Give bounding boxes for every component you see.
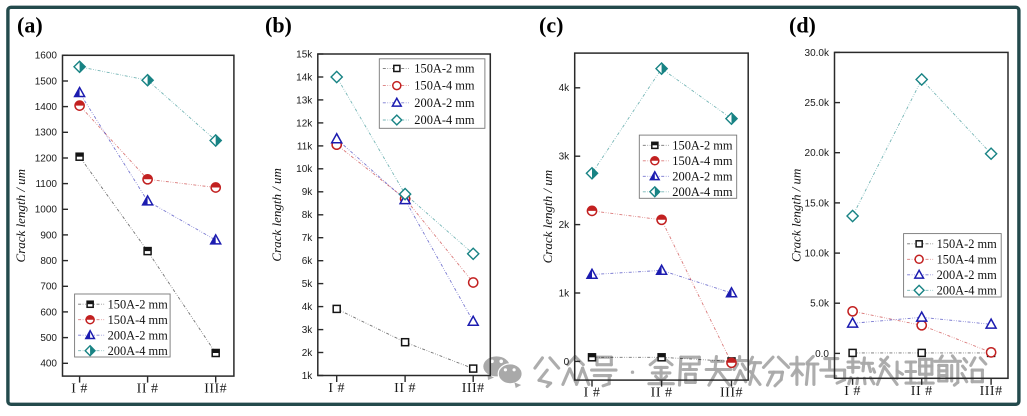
svg-text:400: 400	[40, 359, 57, 370]
svg-text:7k: 7k	[302, 233, 314, 244]
svg-text:15k: 15k	[296, 49, 313, 60]
svg-text:30.0k: 30.0k	[805, 48, 830, 59]
svg-text:III#: III#	[204, 382, 227, 397]
svg-text:150A-2 mm: 150A-2 mm	[937, 237, 998, 251]
svg-text:200A-2 mm: 200A-2 mm	[108, 328, 169, 342]
svg-text:200A-4 mm: 200A-4 mm	[108, 344, 169, 358]
svg-text:1100: 1100	[35, 179, 57, 190]
svg-text:1000: 1000	[35, 205, 58, 216]
svg-text:(c): (c)	[539, 13, 563, 38]
svg-text:(d): (d)	[789, 13, 816, 38]
svg-text:150A-4 mm: 150A-4 mm	[672, 154, 733, 168]
svg-text:I #: I #	[328, 381, 345, 396]
svg-text:(a): (a)	[17, 13, 43, 38]
svg-text:I #: I #	[844, 384, 861, 399]
svg-text:13k: 13k	[296, 95, 313, 106]
svg-text:150A-4 mm: 150A-4 mm	[414, 79, 475, 93]
svg-text:1600: 1600	[35, 51, 58, 62]
svg-text:III#: III#	[462, 381, 485, 396]
svg-text:150A-2 mm: 150A-2 mm	[414, 62, 475, 76]
svg-text:200A-4 mm: 200A-4 mm	[672, 185, 733, 199]
svg-text:10k: 10k	[296, 164, 313, 175]
svg-text:1300: 1300	[35, 128, 58, 139]
svg-text:25.0k: 25.0k	[805, 98, 830, 109]
svg-text:150A-4 mm: 150A-4 mm	[937, 252, 998, 266]
svg-text:700: 700	[40, 282, 57, 293]
svg-text:1k: 1k	[302, 371, 314, 382]
svg-text:1200: 1200	[35, 153, 58, 164]
svg-text:1400: 1400	[35, 102, 58, 113]
svg-text:II #: II #	[911, 384, 933, 399]
svg-text:4k: 4k	[559, 83, 571, 94]
svg-text:10.0k: 10.0k	[805, 249, 830, 260]
svg-text:III#: III#	[720, 386, 743, 401]
svg-text:200A-4 mm: 200A-4 mm	[414, 113, 475, 127]
svg-text:2k: 2k	[559, 220, 571, 231]
svg-text:15.0k: 15.0k	[805, 198, 830, 209]
svg-text:4k: 4k	[302, 302, 314, 313]
svg-text:200A-2 mm: 200A-2 mm	[414, 96, 475, 110]
svg-text:900: 900	[40, 230, 57, 241]
svg-text:2k: 2k	[302, 348, 314, 359]
svg-text:II #: II #	[137, 382, 159, 397]
svg-text:200A-4 mm: 200A-4 mm	[937, 283, 998, 297]
svg-text:Crack length / um: Crack length / um	[540, 170, 555, 264]
svg-text:11k: 11k	[297, 141, 313, 152]
svg-text:14k: 14k	[296, 72, 313, 83]
svg-text:6k: 6k	[302, 256, 314, 267]
svg-text:Crack length / um: Crack length / um	[269, 168, 284, 262]
svg-text:1500: 1500	[35, 76, 58, 87]
svg-text:0.0: 0.0	[815, 349, 829, 360]
svg-text:200A-2 mm: 200A-2 mm	[672, 169, 733, 183]
svg-text:III#: III#	[980, 384, 1003, 399]
svg-text:150A-2 mm: 150A-2 mm	[672, 138, 733, 152]
svg-text:800: 800	[40, 256, 57, 267]
svg-text:Crack length / um: Crack length / um	[789, 169, 804, 263]
svg-text:I #: I #	[71, 382, 88, 397]
svg-text:3k: 3k	[559, 152, 571, 163]
svg-text:Crack length / um: Crack length / um	[13, 169, 28, 263]
svg-text:0: 0	[564, 357, 570, 368]
svg-text:II #: II #	[651, 386, 673, 401]
svg-text:150A-2 mm: 150A-2 mm	[108, 297, 169, 311]
svg-text:5.0k: 5.0k	[810, 299, 830, 310]
svg-text:I #: I #	[584, 386, 601, 401]
svg-text:20.0k: 20.0k	[805, 148, 830, 159]
svg-text:5k: 5k	[302, 279, 314, 290]
svg-text:8k: 8k	[302, 210, 314, 221]
svg-text:600: 600	[40, 307, 57, 318]
svg-text:II #: II #	[394, 381, 416, 396]
svg-text:500: 500	[40, 333, 57, 344]
svg-text:(b): (b)	[265, 13, 292, 38]
svg-text:3k: 3k	[302, 325, 314, 336]
svg-text:12k: 12k	[296, 118, 313, 129]
svg-text:1k: 1k	[559, 288, 571, 299]
svg-text:150A-4 mm: 150A-4 mm	[108, 313, 169, 327]
svg-text:9k: 9k	[302, 187, 314, 198]
svg-text:200A-2 mm: 200A-2 mm	[937, 268, 998, 282]
